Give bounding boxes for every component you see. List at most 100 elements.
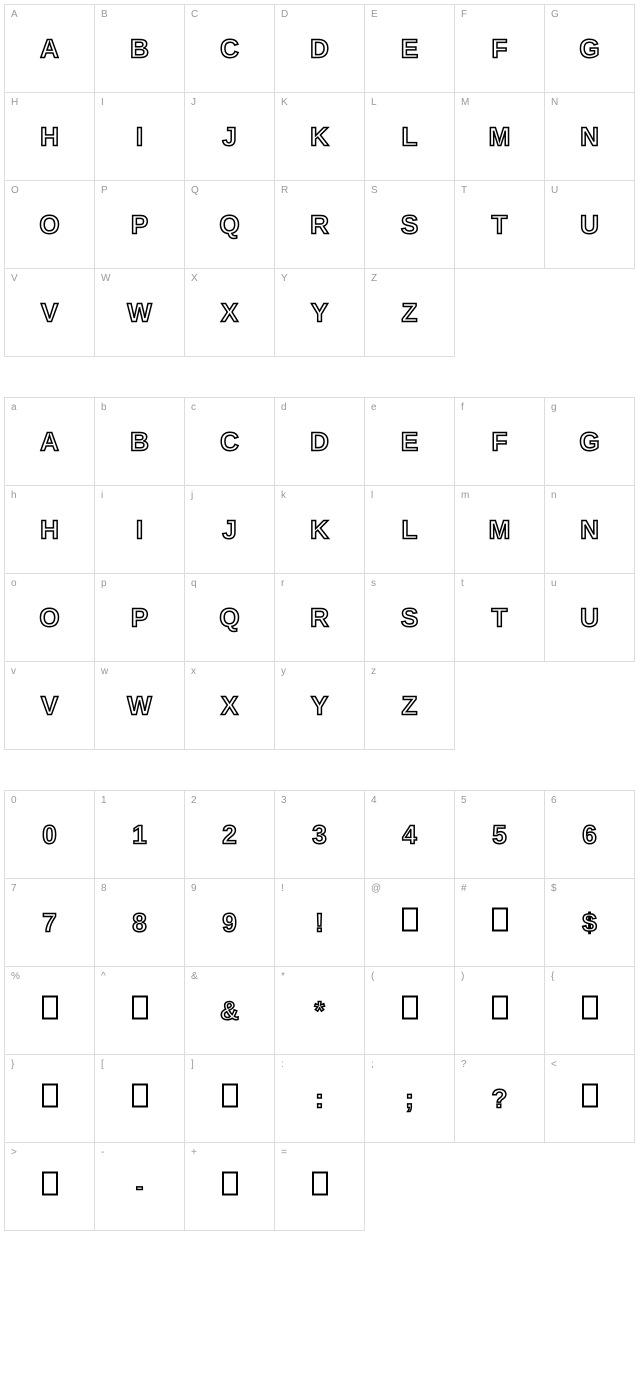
cell-glyph: K [310,121,329,152]
cell-label: ( [371,971,374,982]
glyph-cell: { [545,967,635,1055]
missing-glyph-box-icon [582,995,598,1019]
glyph-cell: 77 [5,879,95,967]
cell-glyph: W [127,297,152,328]
cell-label: e [371,402,377,413]
cell-glyph: - [136,1174,143,1200]
cell-label: J [191,97,196,108]
cell-label: 0 [11,795,17,806]
glyph-cell: 99 [185,879,275,967]
grid-section-lowercase: aAbBcCdDeEfFgGhHiIjJkKlLmMnNoOpPqQrRsStT… [4,397,635,750]
glyph-cell: mM [455,486,545,574]
glyph-cell: gG [545,398,635,486]
cell-label: > [11,1147,17,1158]
glyph-cell: BB [95,5,185,93]
glyph-cell: XX [185,269,275,357]
glyph-cell: > [5,1143,95,1231]
cell-glyph: F [492,33,508,64]
cell-label: l [371,490,373,501]
cell-label: ] [191,1059,194,1070]
cell-label: j [191,490,193,501]
cell-glyph: I [136,514,143,545]
cell-glyph [222,1083,238,1114]
cell-label: 9 [191,883,197,894]
missing-glyph-box-icon [42,1171,58,1195]
cell-label: h [11,490,17,501]
glyph-cell: LL [365,93,455,181]
missing-glyph-box-icon [312,1171,328,1195]
cell-glyph: $ [582,907,596,938]
cell-glyph: Y [311,690,328,721]
cell-glyph: O [39,209,59,240]
glyph-cell: yY [275,662,365,750]
cell-glyph: I [136,121,143,152]
cell-label: ) [461,971,464,982]
cell-label: { [551,971,554,982]
cell-glyph: 6 [582,819,596,850]
cell-label: t [461,578,464,589]
missing-glyph-box-icon [42,1083,58,1107]
glyph-cell: % [5,967,95,1055]
glyph-cell: SS [365,181,455,269]
cell-label: 8 [101,883,107,894]
cell-glyph: J [222,121,236,152]
glyph-cell: 88 [95,879,185,967]
glyph-cell: MM [455,93,545,181]
missing-glyph-box-icon [132,995,148,1019]
cell-glyph: V [41,297,58,328]
glyph-cell: # [455,879,545,967]
cell-glyph: H [40,121,59,152]
cell-glyph: X [221,297,238,328]
cell-label: $ [551,883,557,894]
cell-glyph [42,995,58,1026]
glyph-cell: RR [275,181,365,269]
glyph-cell: AA [5,5,95,93]
cell-label: I [101,97,104,108]
missing-glyph-box-icon [402,907,418,931]
cell-glyph [402,995,418,1026]
cell-label: - [101,1147,104,1158]
cell-glyph: R [310,602,329,633]
glyph-cell: 33 [275,791,365,879]
cell-glyph: B [130,426,149,457]
glyph-cell: eE [365,398,455,486]
glyph-cell: WW [95,269,185,357]
glyph-cell: QQ [185,181,275,269]
cell-glyph: 3 [312,819,326,850]
glyph-cell: } [5,1055,95,1143]
missing-glyph-box-icon [402,995,418,1019]
cell-glyph [132,1083,148,1114]
cell-glyph: M [489,121,511,152]
cell-glyph: W [127,690,152,721]
cell-label: a [11,402,17,413]
missing-glyph-box-icon [222,1083,238,1107]
glyph-cell: @ [365,879,455,967]
glyph-cell: :: [275,1055,365,1143]
glyph-cell: 55 [455,791,545,879]
missing-glyph-box-icon [492,907,508,931]
cell-glyph: : [315,1083,324,1114]
cell-label: i [101,490,103,501]
cell-label: : [281,1059,284,1070]
cell-glyph: J [222,514,236,545]
grid-section-numbers-symbols: 00112233445566778899!!@#$$%^&&**(){}[]::… [4,790,635,1231]
glyph-cell: && [185,967,275,1055]
glyph-cell: KK [275,93,365,181]
cell-label: < [551,1059,557,1070]
glyph-cell: tT [455,574,545,662]
cell-glyph: 9 [222,907,236,938]
glyph-cell: 00 [5,791,95,879]
cell-glyph: A [40,33,59,64]
glyph-cell: ) [455,967,545,1055]
glyph-cell: JJ [185,93,275,181]
cell-label: ! [281,883,284,894]
missing-glyph-box-icon [582,1083,598,1107]
cell-label: g [551,402,557,413]
cell-label: # [461,883,467,894]
cell-label: G [551,9,559,20]
glyph-cell: CC [185,5,275,93]
cell-glyph: A [40,426,59,457]
cell-label: 7 [11,883,17,894]
glyph-cell: + [185,1143,275,1231]
cell-glyph: ! [315,907,324,938]
